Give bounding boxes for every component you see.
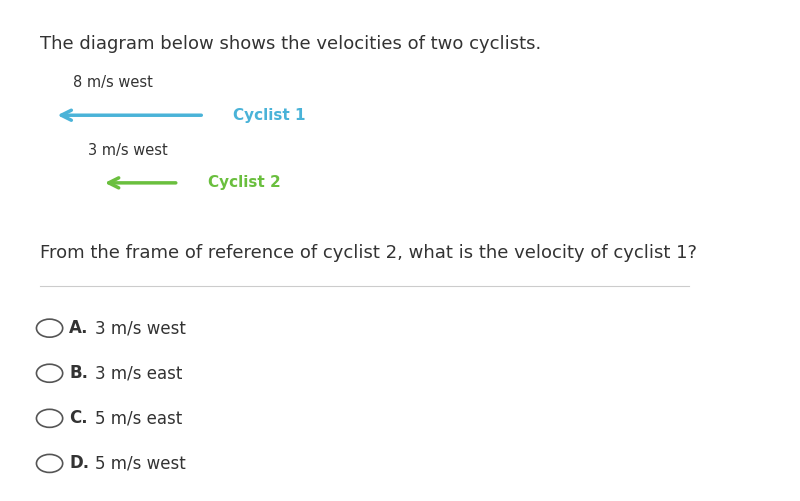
Text: 3 m/s west: 3 m/s west xyxy=(94,319,186,337)
Text: The diagram below shows the velocities of two cyclists.: The diagram below shows the velocities o… xyxy=(40,35,542,53)
Text: Cyclist 1: Cyclist 1 xyxy=(234,108,306,123)
Text: From the frame of reference of cyclist 2, what is the velocity of cyclist 1?: From the frame of reference of cyclist 2… xyxy=(40,244,697,262)
Text: A.: A. xyxy=(70,319,89,337)
Text: Cyclist 2: Cyclist 2 xyxy=(208,175,281,190)
Text: 3 m/s east: 3 m/s east xyxy=(94,364,182,382)
Text: 8 m/s west: 8 m/s west xyxy=(73,75,153,90)
Text: 3 m/s west: 3 m/s west xyxy=(88,143,167,158)
Text: 5 m/s west: 5 m/s west xyxy=(94,454,186,472)
Text: B.: B. xyxy=(70,364,88,382)
Text: 5 m/s east: 5 m/s east xyxy=(94,409,182,427)
Text: C.: C. xyxy=(70,409,88,427)
Text: D.: D. xyxy=(70,454,90,472)
